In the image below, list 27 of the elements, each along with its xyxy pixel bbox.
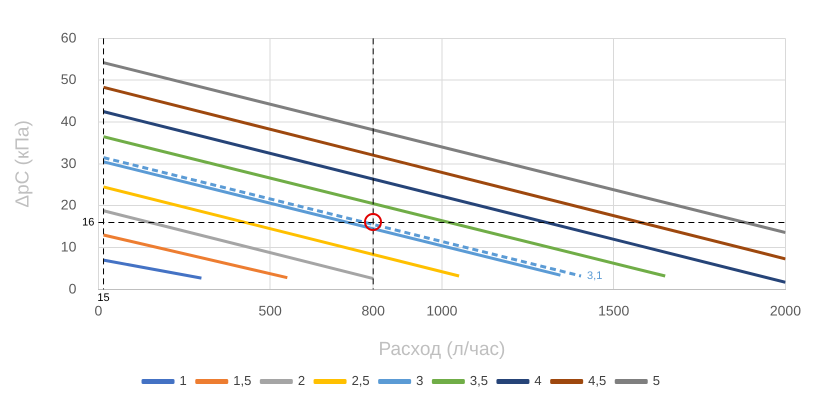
y-tick-label: 0 [68, 280, 77, 296]
x-axis-title: Расход (л/час) [378, 338, 506, 360]
x-tick-label: 500 [258, 302, 282, 319]
legend-label: 4 [534, 373, 542, 388]
legend-label: 4,5 [588, 373, 606, 388]
legend-label: 2,5 [352, 373, 370, 388]
series-label: 3,1 [587, 270, 602, 282]
y-tick-label: 30 [60, 154, 77, 171]
legend-label: 1,5 [233, 373, 252, 388]
legend-label: 1 [180, 373, 187, 388]
y-axis-title: ΔpC (кПа) [12, 120, 34, 208]
y-tick-label: 50 [60, 71, 77, 88]
y-tick-label: 20 [60, 196, 77, 213]
x-tick-label: 800 [362, 302, 386, 319]
ref-line-label: 16 [82, 216, 94, 228]
legend-label: 3,5 [470, 373, 488, 388]
x-tick-label: 1000 [426, 302, 458, 319]
x-tick-label: 0 [94, 302, 102, 319]
legend-label: 5 [652, 373, 660, 388]
legend-label: 2 [298, 373, 306, 388]
y-tick-label: 40 [60, 112, 77, 129]
ref-line-label: 15 [97, 292, 110, 304]
y-tick-label: 60 [60, 29, 77, 46]
x-tick-label: 2000 [770, 302, 802, 319]
legend-label: 3 [416, 373, 424, 388]
y-tick-label: 10 [60, 238, 77, 254]
x-tick-label: 1500 [598, 302, 630, 319]
